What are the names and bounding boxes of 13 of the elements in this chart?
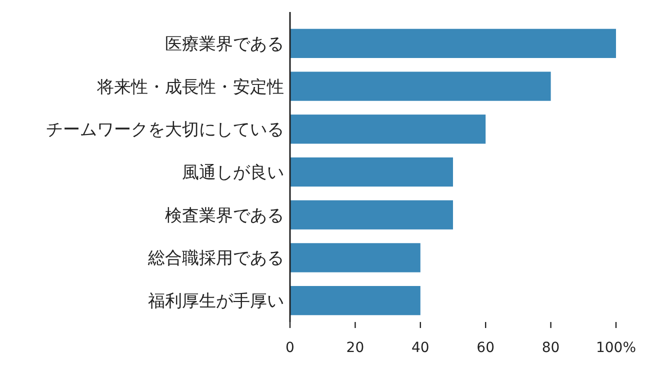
x-tick-label: 100% [596, 340, 636, 356]
y-tick-label: 将来性・成長性・安定性 [96, 77, 284, 98]
x-tick-label: 0 [286, 340, 294, 356]
x-tick-label: 40 [411, 340, 430, 356]
y-tick-label: 福利厚生が手厚い [148, 292, 284, 312]
y-tick-label: 医療業界である [165, 34, 284, 54]
y-tick-label: 風通しが良い [182, 163, 284, 183]
x-tick-label: 80 [542, 340, 560, 356]
y-tick-label: 検査業界である [165, 206, 284, 226]
y-tick-label: 総合職採用である [147, 248, 284, 269]
x-tick-label: 20 [346, 340, 364, 356]
x-tick-label: 60 [476, 340, 495, 356]
y-tick-label: チームワークを大切にしている [46, 120, 284, 140]
